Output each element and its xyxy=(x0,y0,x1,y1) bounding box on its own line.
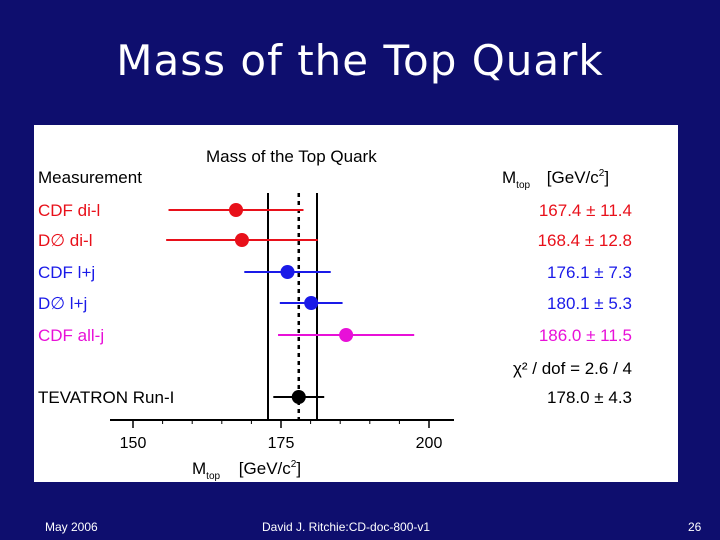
combined-value-label: 178.0 ± 4.3 xyxy=(547,388,632,407)
measurement-value-label: 167.4 ± 11.4 xyxy=(539,201,632,220)
x-axis-label: Mtop [GeV/c2] xyxy=(192,459,301,482)
data-point xyxy=(304,296,319,310)
x-tick-label: 175 xyxy=(268,435,295,452)
column-header-mtop: Mtop [GeV/c2] xyxy=(502,168,609,191)
chi2-dof-label: χ² / dof = 2.6 / 4 xyxy=(513,359,632,378)
footer-page-number: 26 xyxy=(688,520,702,534)
data-point xyxy=(234,233,249,247)
chart-title: Mass of the Top Quark xyxy=(206,147,377,166)
measurement-value-label: 180.1 ± 5.3 xyxy=(547,294,632,313)
footer-author: David J. Ritchie:CD-doc-800-v1 xyxy=(262,520,431,534)
data-point xyxy=(229,203,244,217)
measurement-value-label: 168.4 ± 12.8 xyxy=(538,231,632,250)
measurement-label: CDF all-j xyxy=(38,326,104,345)
top-mass-figure: Mass of the Top Quark Measurement Mtop [Ge… xyxy=(34,125,678,482)
measurement-value-label: 186.0 ± 11.5 xyxy=(539,326,632,345)
data-point xyxy=(280,265,295,279)
top-mass-chart: Mass of the Top Quark Measurement Mtop [Ge… xyxy=(38,147,632,482)
data-point xyxy=(339,328,354,342)
measurement-label: CDF di-l xyxy=(38,201,100,220)
column-header-measurement: Measurement xyxy=(38,168,142,187)
measurement-label: D∅ l+j xyxy=(38,294,87,313)
x-tick-label: 150 xyxy=(120,435,147,452)
slide-title: Mass of the Top Quark xyxy=(116,36,604,85)
combined-label: TEVATRON Run-I xyxy=(38,388,174,407)
measurement-label: D∅ di-l xyxy=(38,231,92,250)
measurement-label: CDF l+j xyxy=(38,263,95,282)
measurement-value-label: 176.1 ± 7.3 xyxy=(547,263,632,282)
combined-data-point xyxy=(291,390,306,404)
x-tick-label: 200 xyxy=(416,435,443,452)
footer-date: May 2006 xyxy=(45,520,98,534)
